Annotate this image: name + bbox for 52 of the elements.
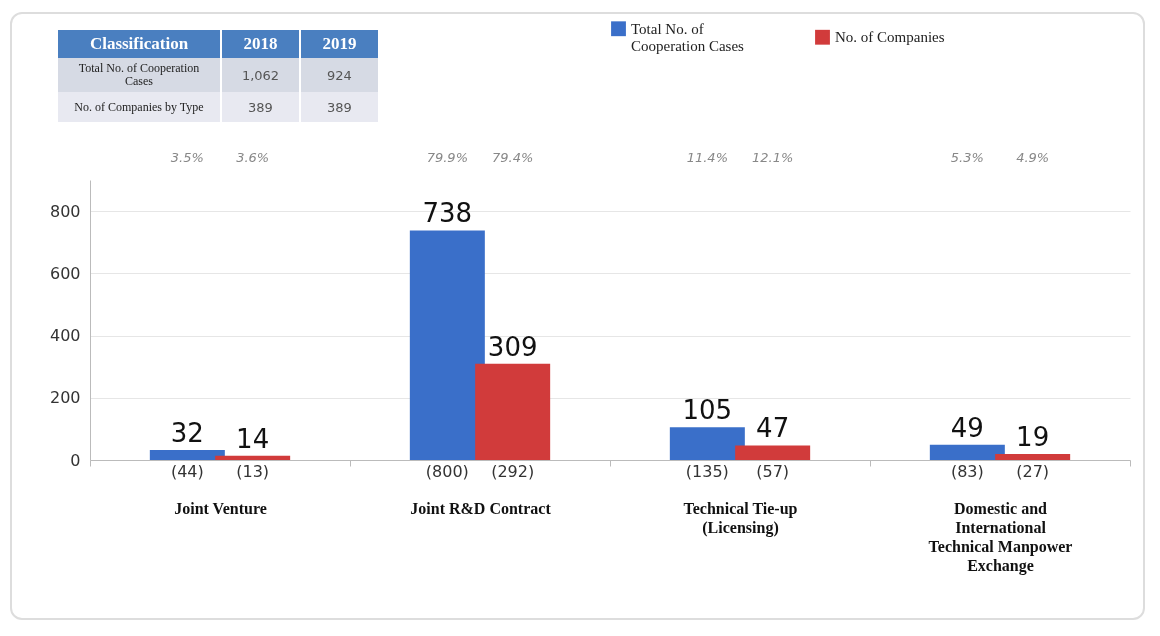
bar: [995, 454, 1071, 460]
bar: [669, 427, 745, 460]
x-tick-label: Joint R&D Contract: [410, 499, 552, 517]
text: 79.9%: [426, 150, 468, 165]
text: 11.4%: [686, 150, 728, 165]
data-label: 738: [422, 198, 473, 229]
bar: [735, 445, 811, 460]
x-tick-label: Domestic and International Technical Manpower Exchange: [928, 499, 1073, 575]
bar: [409, 230, 485, 460]
x-tick-label: Joint Venture: [174, 499, 267, 517]
data-label: 309: [487, 331, 538, 362]
legend-label: No. of Companies: [835, 29, 945, 46]
text: 389: [221, 92, 300, 122]
data-label: 32: [170, 418, 204, 449]
text: 4.9%: [1016, 150, 1050, 165]
data-label: 14: [236, 423, 270, 454]
bar: [149, 450, 225, 460]
text: Classification: [58, 30, 221, 58]
text: 3.5%: [170, 150, 204, 165]
text: 79.4%: [492, 150, 534, 165]
text: Total No. of Cooperation Cases: [58, 58, 221, 92]
text: No. of Companies by Type: [58, 92, 221, 122]
text: 924: [300, 58, 379, 92]
y-tick-label: 0: [70, 450, 81, 470]
text: (27): [1016, 462, 1050, 481]
y-tick-label: 600: [49, 263, 81, 283]
data-label: 105: [682, 395, 733, 426]
text: (13): [236, 462, 270, 481]
data-label: 19: [1016, 422, 1050, 453]
bar: [215, 455, 291, 460]
text: 2018: [221, 30, 300, 58]
text: (44): [170, 462, 204, 481]
text: 12.1%: [752, 150, 794, 165]
bar: [929, 444, 1005, 460]
data-label: 49: [950, 412, 984, 443]
text: (800): [425, 462, 469, 481]
y-tick-label: 200: [49, 388, 81, 408]
legend-label: Total No. of Cooperation Cases: [631, 20, 745, 54]
text: (292): [491, 462, 535, 481]
text: (135): [685, 462, 729, 481]
bar: [475, 363, 551, 460]
text: 1,062: [221, 58, 300, 92]
y-tick-label: 400: [49, 326, 81, 346]
y-tick-label: 800: [49, 201, 81, 221]
text: 2019: [300, 30, 379, 58]
data-label: 47: [756, 413, 790, 444]
text: (83): [950, 462, 984, 481]
text: 3.6%: [236, 150, 270, 165]
text: (57): [756, 462, 790, 481]
x-tick-label: Technical Tie-up (Licensing): [683, 499, 798, 537]
text: 5.3%: [950, 150, 984, 165]
text: 389: [300, 92, 379, 122]
